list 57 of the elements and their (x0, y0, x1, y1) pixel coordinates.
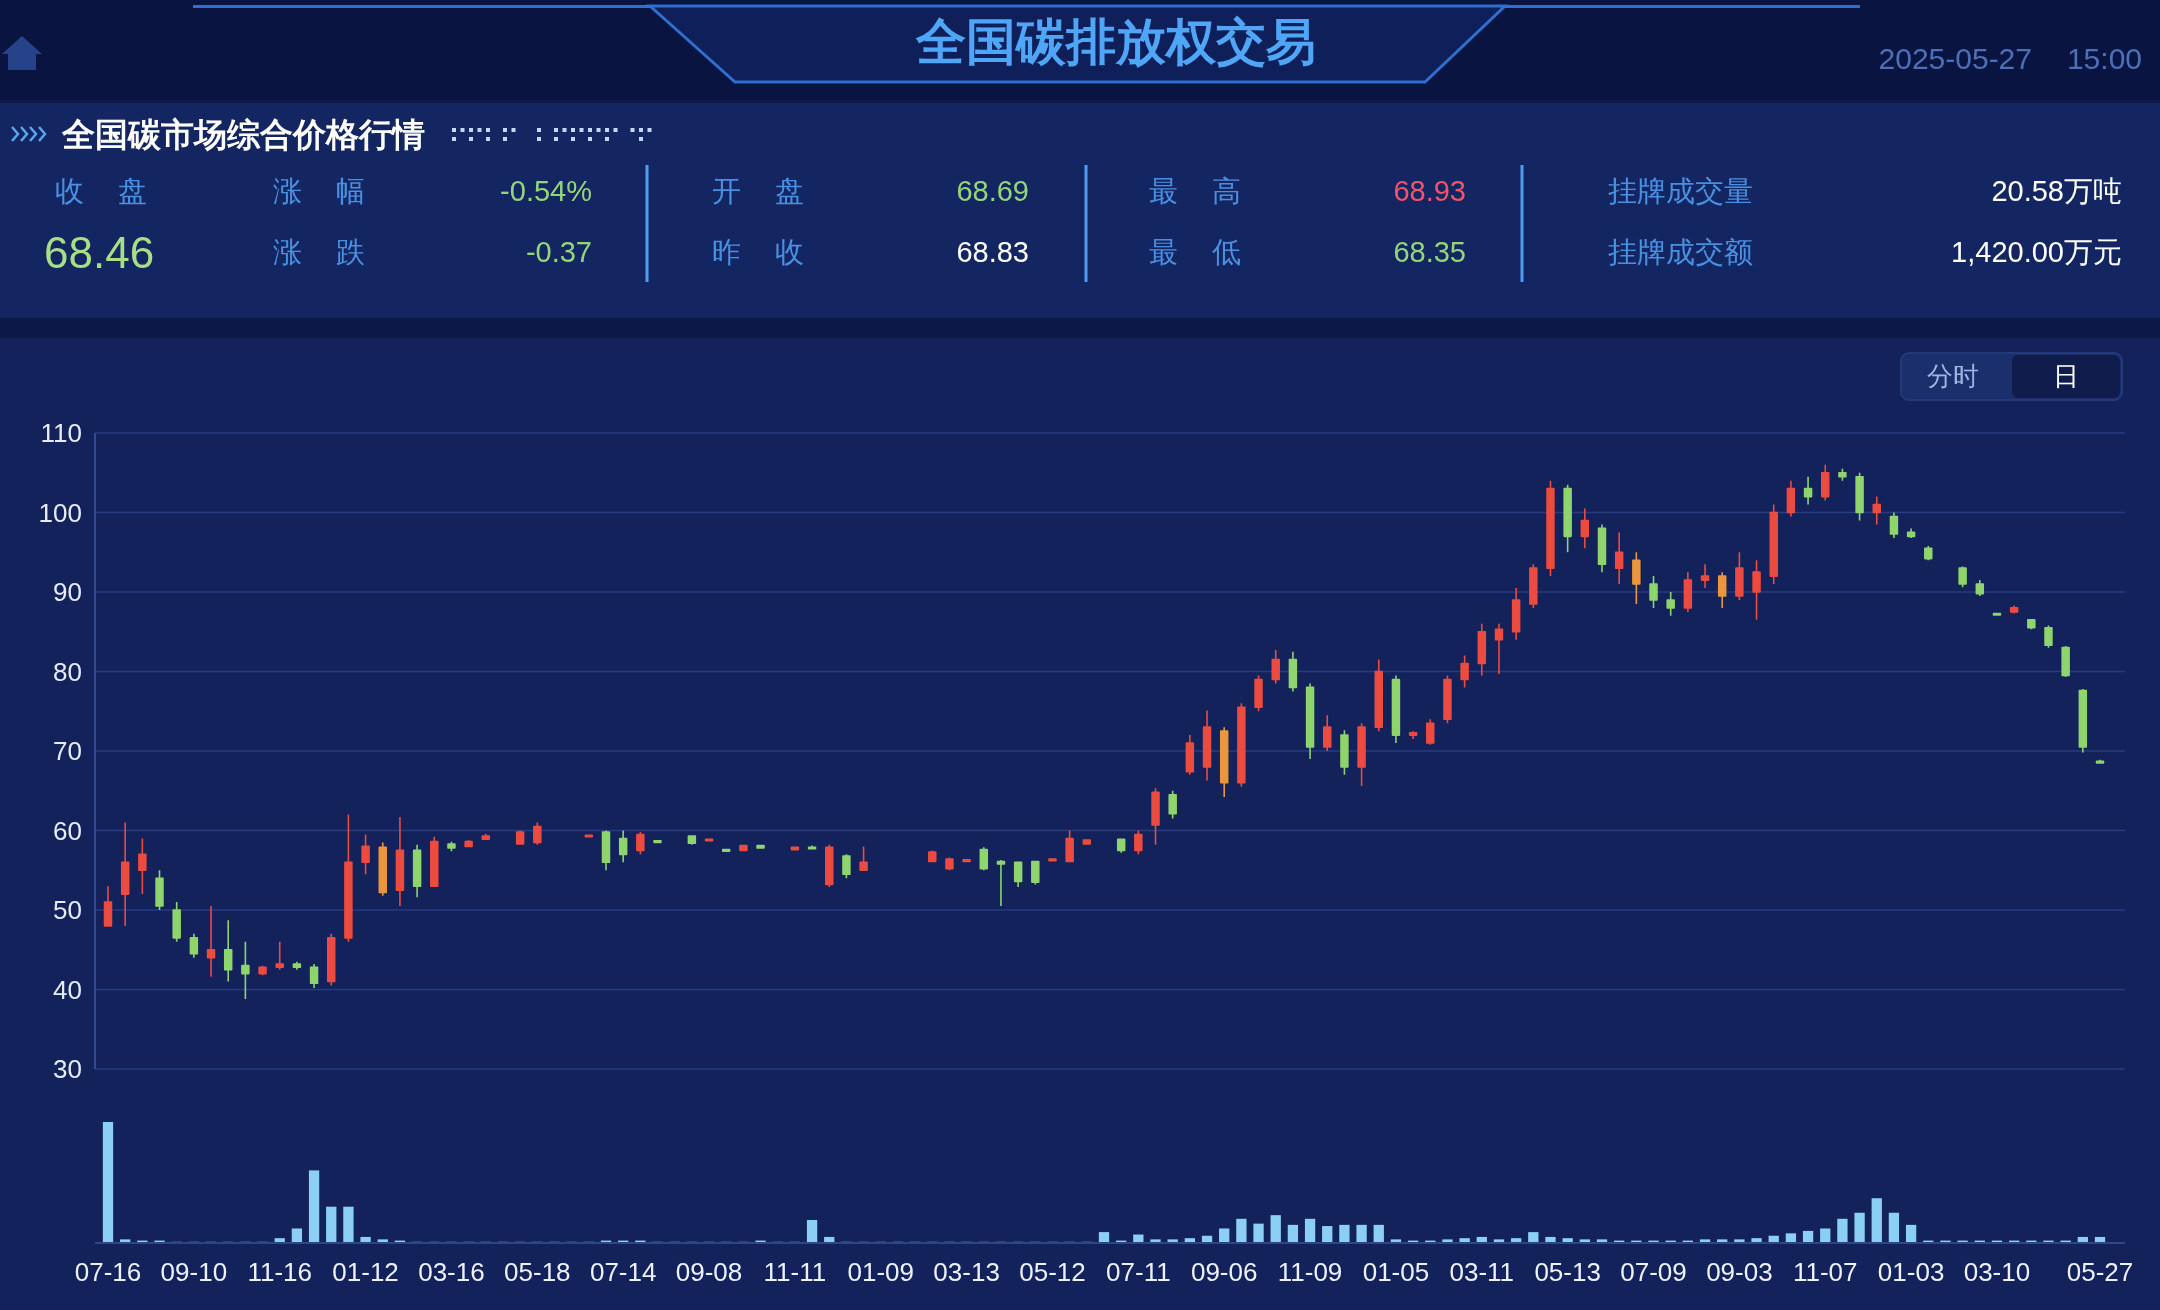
x-tick-label: 05-13 (1534, 1257, 1601, 1287)
text: 20.58万吨 (1991, 175, 2122, 207)
x-tick-label: 07-16 (74, 1257, 142, 1287)
y-tick-label: 90 (53, 577, 82, 607)
text: 68.69 (956, 175, 1029, 207)
x-tick-label: 01-12 (332, 1257, 399, 1287)
text: 全国碳市场综合价格行情 (61, 115, 425, 153)
text: 1,420.00万元 (1951, 236, 2122, 268)
text: 涨 幅 (273, 175, 366, 207)
text: 挂牌成交量 (1608, 175, 1753, 207)
text: 昨 收 (712, 236, 805, 268)
y-tick-label: 110 (40, 418, 82, 448)
text: 68.46 (44, 227, 155, 277)
x-tick-label: 05-18 (504, 1257, 571, 1287)
text: 日 (2053, 361, 2079, 391)
y-tick-label: 40 (53, 974, 82, 1005)
text: 68.83 (956, 236, 1029, 268)
text: 最 低 (1149, 236, 1242, 268)
y-tick-label: 30 (53, 1054, 82, 1084)
x-tick-label: 01-09 (847, 1257, 915, 1287)
x-tick-label: 03-13 (933, 1257, 1000, 1287)
x-tick-label: 11-09 (1277, 1257, 1343, 1287)
y-tick-label: 70 (53, 736, 82, 766)
y-tick-label: 100 (38, 497, 82, 528)
text: 最 高 (1149, 175, 1242, 207)
x-tick-label: 07-09 (1620, 1257, 1687, 1287)
y-tick-label: 50 (53, 895, 82, 925)
x-tick-label: 09-03 (1706, 1257, 1773, 1287)
text: 挂牌成交额 (1608, 236, 1753, 268)
text: 涨 跌 (273, 236, 366, 268)
x-tick-label: 11-11 (763, 1257, 827, 1287)
x-tick-label: 03-16 (418, 1257, 485, 1287)
x-tick-label: 09-06 (1190, 1257, 1258, 1287)
text: 68.35 (1393, 236, 1466, 268)
text: 15:00 (2066, 41, 2142, 75)
y-tick-label: 80 (53, 656, 82, 687)
x-tick-label: 11-16 (247, 1257, 313, 1287)
text: -0.37 (525, 236, 592, 268)
x-tick-label: 05-27 (2066, 1257, 2134, 1287)
x-tick-label: 05-12 (1019, 1257, 1086, 1287)
y-tick-label: 60 (53, 815, 82, 846)
x-tick-label: 07-11 (1106, 1257, 1171, 1287)
x-tick-label: 09-08 (675, 1257, 743, 1287)
text: 68.93 (1393, 175, 1466, 207)
text: 2025-05-27 (1878, 41, 2032, 75)
x-tick-label: 01-05 (1362, 1257, 1430, 1287)
x-tick-label: 03-11 (1449, 1257, 1515, 1287)
x-tick-label: 07-14 (589, 1257, 657, 1287)
x-tick-label: 03-10 (1963, 1257, 2031, 1287)
text: 开 盘 (712, 175, 805, 207)
x-tick-label: 11-07 (1792, 1257, 1858, 1287)
text: 全国碳排放权交易 (915, 14, 1316, 70)
x-tick-label: 09-10 (160, 1257, 228, 1287)
text: 分时 (1927, 361, 1979, 391)
x-tick-label: 01-03 (1877, 1257, 1945, 1287)
text: 收 盘 (55, 175, 148, 207)
text: -0.54% (500, 175, 592, 207)
